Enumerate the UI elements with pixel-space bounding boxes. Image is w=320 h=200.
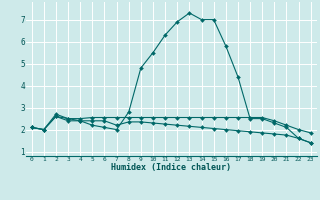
X-axis label: Humidex (Indice chaleur): Humidex (Indice chaleur) (111, 163, 231, 172)
